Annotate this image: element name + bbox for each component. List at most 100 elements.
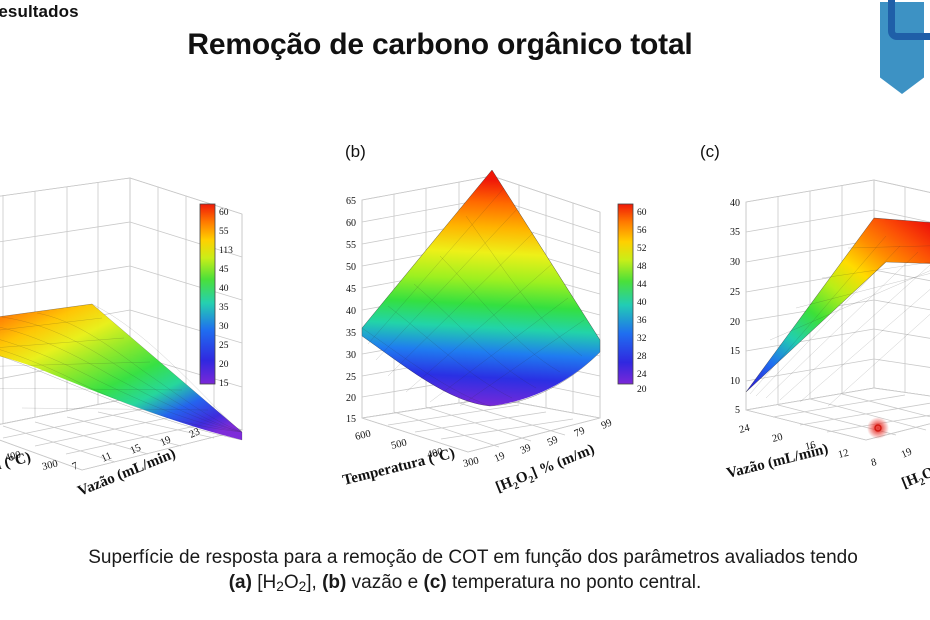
svg-text:39: 39 — [519, 442, 533, 456]
svg-text:44: 44 — [637, 280, 647, 290]
caption-line-1: Superfície de resposta para a remoção de… — [88, 547, 858, 568]
svg-text:55: 55 — [346, 240, 356, 251]
panel-c-ylabel: [H2O2] % (m/m) — [900, 438, 930, 495]
svg-text:50: 50 — [346, 262, 356, 273]
panel-a-yticks: 7 11 15 19 23 — [71, 426, 202, 472]
svg-text:[H2O2] % (m/m): [H2O2] % (m/m) — [900, 438, 930, 495]
logo-ring-icon — [888, 0, 930, 40]
colorbar-a: 60 55 113 45 40 35 30 25 20 15 — [199, 203, 233, 389]
svg-text:45: 45 — [346, 284, 356, 295]
panel-a[interactable]: (a) — [0, 140, 302, 510]
panel-c[interactable]: (c) — [700, 140, 930, 510]
caption-vazao: vazão e — [351, 572, 419, 594]
svg-text:30: 30 — [346, 350, 356, 361]
surface-plot-b[interactable]: 65 60 55 50 45 40 35 30 25 20 15 60 — [300, 140, 660, 510]
svg-text:25: 25 — [346, 372, 356, 383]
page-title: Remoção de carbono orgânico total — [187, 28, 693, 61]
svg-text:79: 79 — [573, 425, 587, 439]
svg-text:20: 20 — [219, 360, 229, 370]
svg-text:20: 20 — [637, 385, 647, 395]
svg-text:24: 24 — [738, 423, 752, 436]
svg-text:55: 55 — [219, 227, 229, 237]
svg-text:30: 30 — [730, 257, 740, 268]
plots-row: (a) — [0, 140, 930, 510]
svg-text:400: 400 — [4, 449, 22, 463]
svg-text:40: 40 — [637, 298, 647, 308]
svg-text:36: 36 — [637, 316, 647, 326]
axis-grid-c — [745, 179, 930, 441]
panel-b[interactable]: (b) — [300, 140, 660, 510]
svg-text:10: 10 — [730, 376, 740, 387]
svg-text:35: 35 — [730, 227, 740, 238]
svg-text:65: 65 — [346, 196, 356, 207]
caption-tail: temperatura no ponto central. — [451, 572, 702, 594]
svg-text:25: 25 — [730, 287, 740, 298]
colorbar-b: 60 56 52 48 44 40 36 32 28 24 20 — [617, 203, 647, 395]
svg-text:600: 600 — [354, 428, 372, 442]
svg-text:25: 25 — [219, 341, 229, 351]
svg-text:8: 8 — [870, 457, 878, 469]
svg-text:48: 48 — [637, 262, 647, 272]
caption-h2o2: [H2O2], — [257, 572, 317, 595]
caption-ref-a: (a) — [228, 572, 252, 594]
colorbar-a-ticks: 60 55 113 45 40 35 30 25 20 15 — [219, 208, 233, 389]
svg-text:23: 23 — [188, 426, 202, 440]
colorbar-b-ticks: 60 56 52 48 44 40 36 32 28 24 20 — [637, 208, 647, 395]
panel-b-ylabel: [H2O2] % (m/m) — [494, 442, 598, 499]
panel-b-xlabel: Temperatura (°C) — [341, 446, 456, 489]
svg-text:60: 60 — [219, 208, 229, 218]
logo-shield-icon — [880, 2, 924, 94]
svg-text:35: 35 — [346, 328, 356, 339]
svg-text:15: 15 — [129, 442, 143, 456]
svg-text:12: 12 — [837, 448, 850, 461]
svg-text:15: 15 — [730, 346, 740, 357]
panel-b-label: (b) — [345, 142, 366, 161]
panel-b-yticks: 19 39 59 79 99 — [493, 417, 614, 464]
panel-c-xticks: 24 20 16 12 8 — [738, 423, 878, 469]
svg-text:5: 5 — [735, 405, 740, 416]
surface-a-mesh — [0, 304, 242, 440]
figure-caption: Superfície de resposta para a remoção de… — [0, 545, 930, 596]
surface-b-edge — [361, 169, 601, 407]
svg-text:16: 16 — [804, 440, 817, 453]
panel-b-xticks: 600 500 400 300 — [354, 428, 480, 469]
svg-text:19: 19 — [493, 450, 507, 464]
svg-text:40: 40 — [219, 284, 229, 294]
svg-text:7: 7 — [71, 461, 80, 473]
svg-text:40: 40 — [730, 198, 740, 209]
surface-a-wire — [0, 303, 243, 441]
company-logo — [866, 0, 930, 104]
svg-text:99: 99 — [600, 417, 614, 431]
panel-c-yticks: 19 39 59 — [900, 446, 914, 460]
svg-text:56: 56 — [637, 226, 647, 236]
svg-text:28: 28 — [637, 352, 647, 362]
svg-text:24: 24 — [637, 370, 647, 380]
surface-plot-a[interactable]: 60 55 113 45 40 35 30 25 20 15 600 — [0, 140, 302, 510]
panel-c-xlabel: Vazão (mL/min) — [725, 441, 830, 482]
svg-text:11: 11 — [100, 451, 114, 465]
panel-c-zticks: 40 35 30 25 20 15 10 5 — [730, 198, 740, 416]
svg-text:19: 19 — [159, 434, 173, 448]
section-tag: Resultados — [0, 2, 79, 21]
svg-text:113: 113 — [219, 246, 233, 256]
surface-c-mesh — [746, 218, 930, 392]
svg-text:19: 19 — [900, 446, 914, 460]
svg-text:60: 60 — [346, 218, 356, 229]
svg-text:[H2O2] % (m/m): [H2O2] % (m/m) — [494, 442, 598, 499]
surface-b-mesh — [362, 170, 600, 406]
panel-b-zticks: 65 60 55 50 45 40 35 30 25 20 15 — [346, 196, 356, 425]
svg-text:32: 32 — [637, 334, 647, 344]
svg-text:300: 300 — [41, 458, 59, 472]
svg-text:15: 15 — [346, 414, 356, 425]
surface-plot-c[interactable]: 40 35 30 25 20 15 10 5 24 20 16 12 8 — [700, 140, 930, 510]
caption-ref-c: (c) — [423, 572, 447, 594]
svg-text:15: 15 — [219, 379, 229, 389]
surface-a-gridlines — [0, 303, 243, 433]
panel-a-xlabel: Temperatura (°C) — [0, 450, 33, 493]
svg-text:20: 20 — [730, 317, 740, 328]
panel-a-xticks: 600 500 400 300 — [4, 449, 59, 472]
svg-text:300: 300 — [462, 455, 480, 469]
svg-text:60: 60 — [637, 208, 647, 218]
surface-c-edge — [745, 217, 930, 393]
surface-b-gridlines — [361, 169, 601, 407]
